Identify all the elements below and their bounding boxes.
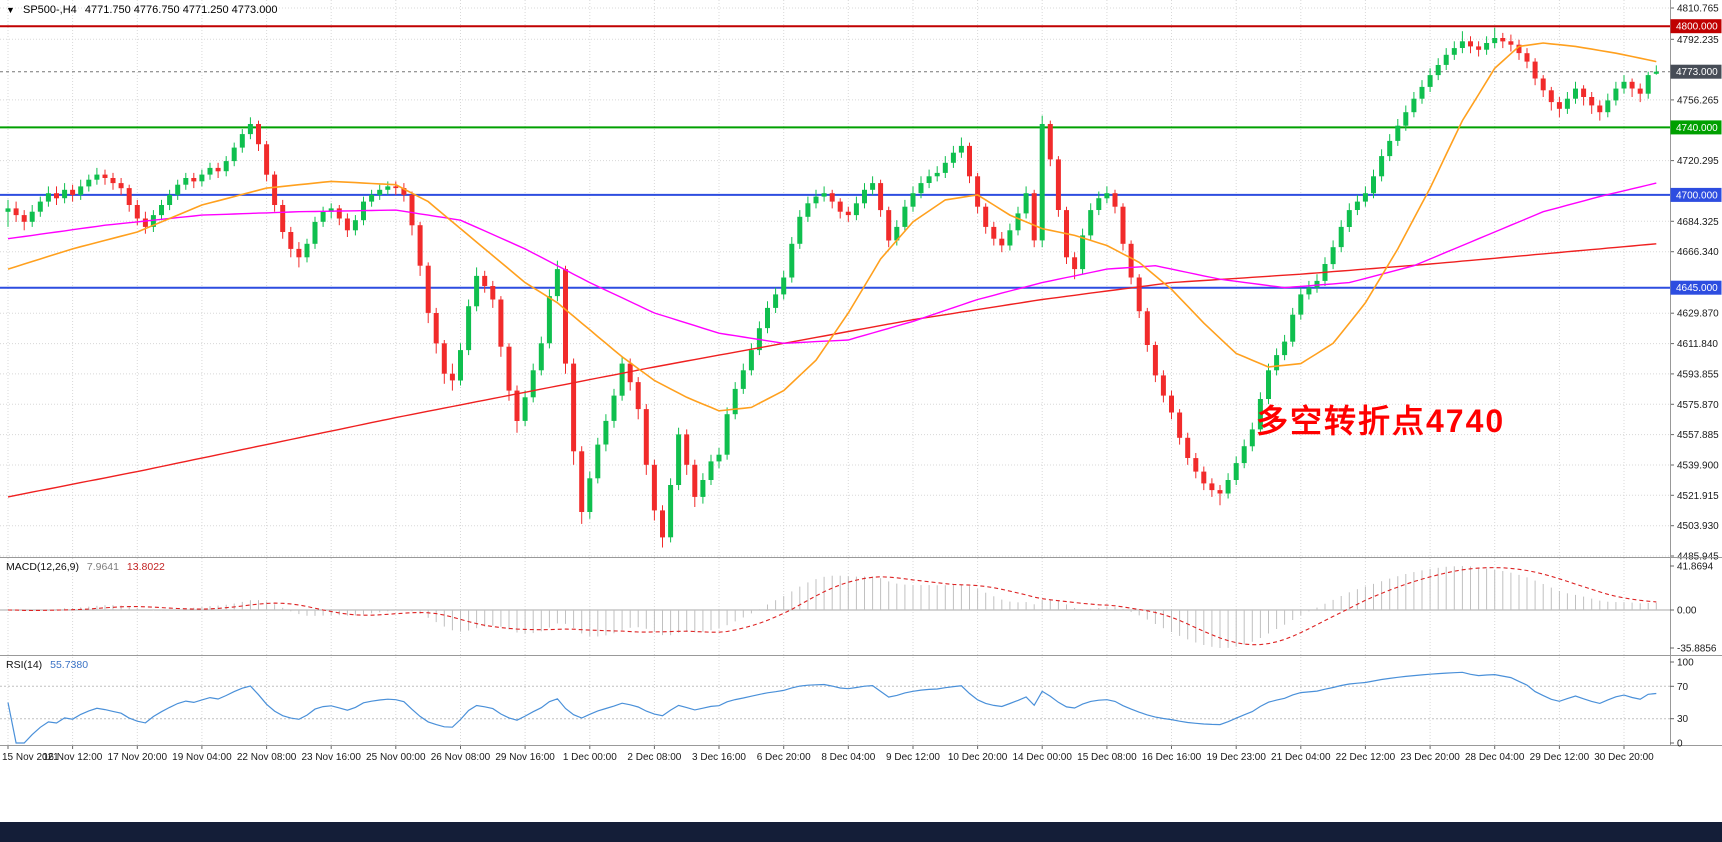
svg-text:4557.885: 4557.885: [1677, 430, 1719, 441]
macd-name: MACD(12,26,9): [6, 561, 79, 573]
svg-text:4611.840: 4611.840: [1677, 339, 1718, 350]
rsi-name: RSI(14): [6, 659, 43, 671]
svg-text:4756.265: 4756.265: [1677, 95, 1719, 106]
svg-text:41.8694: 41.8694: [1677, 562, 1714, 573]
svg-text:4645.000: 4645.000: [1676, 283, 1718, 294]
svg-text:23 Nov 16:00: 23 Nov 16:00: [301, 752, 361, 763]
svg-text:22 Nov 08:00: 22 Nov 08:00: [237, 752, 297, 763]
chart-title-overlay: ▼ SP500-,H4 4771.750 4776.750 4771.250 4…: [6, 4, 283, 16]
svg-text:4539.900: 4539.900: [1677, 461, 1719, 472]
svg-text:4503.930: 4503.930: [1677, 521, 1719, 532]
rsi-indicator-label: RSI(14) 55.7380: [6, 659, 93, 671]
rsi-value: 55.7380: [50, 659, 89, 671]
svg-text:4792.235: 4792.235: [1677, 35, 1719, 46]
symbol-timeframe-label: SP500-,H4: [22, 4, 77, 16]
candles-group: [5, 27, 1659, 548]
svg-text:4800.000: 4800.000: [1676, 22, 1718, 33]
macd-pane: 41.8694 0.00 -35.8856: [0, 562, 1717, 655]
svg-text:8 Dec 04:00: 8 Dec 04:00: [821, 752, 875, 763]
svg-text:30: 30: [1677, 714, 1689, 725]
svg-text:2 Dec 08:00: 2 Dec 08:00: [627, 752, 681, 763]
svg-text:4773.000: 4773.000: [1676, 67, 1718, 78]
ma-mid-magenta: [7, 182, 1657, 345]
svg-text:14 Dec 00:00: 14 Dec 00:00: [1012, 752, 1072, 763]
svg-text:-35.8856: -35.8856: [1677, 644, 1717, 655]
svg-text:70: 70: [1677, 682, 1689, 693]
svg-text:23 Dec 20:00: 23 Dec 20:00: [1400, 752, 1460, 763]
svg-text:25 Nov 00:00: 25 Nov 00:00: [366, 752, 426, 763]
symbol-marker-icon: ▼: [6, 5, 15, 15]
time-axis[interactable]: [0, 745, 1670, 766]
svg-text:19 Dec 23:00: 19 Dec 23:00: [1206, 752, 1266, 763]
svg-text:29 Dec 12:00: 29 Dec 12:00: [1530, 752, 1590, 763]
ohlc-readout: 4771.750 4776.750 4771.250 4773.000: [84, 4, 278, 16]
windows-taskbar[interactable]: [0, 822, 1722, 842]
svg-text:28 Dec 04:00: 28 Dec 04:00: [1465, 752, 1525, 763]
svg-text:100: 100: [1677, 658, 1694, 669]
svg-text:10 Dec 20:00: 10 Dec 20:00: [948, 752, 1008, 763]
svg-text:4593.855: 4593.855: [1677, 369, 1719, 380]
svg-text:19 Nov 04:00: 19 Nov 04:00: [172, 752, 232, 763]
svg-text:15 Dec 08:00: 15 Dec 08:00: [1077, 752, 1137, 763]
svg-text:22 Dec 12:00: 22 Dec 12:00: [1336, 752, 1396, 763]
svg-text:3 Dec 16:00: 3 Dec 16:00: [692, 752, 746, 763]
macd-signal-value: 13.8022: [126, 561, 165, 573]
price-badges: 4800.000 4740.000 4700.000 4645.000 4773.000: [1670, 19, 1722, 295]
macd-main-value: 7.9641: [86, 561, 119, 573]
svg-text:16 Nov 12:00: 16 Nov 12:00: [43, 752, 103, 763]
svg-text:4666.340: 4666.340: [1677, 247, 1719, 258]
rsi-line: [7, 671, 1657, 744]
svg-text:1 Dec 00:00: 1 Dec 00:00: [563, 752, 617, 763]
svg-text:4521.915: 4521.915: [1677, 491, 1719, 502]
svg-text:16 Dec 16:00: 16 Dec 16:00: [1142, 752, 1202, 763]
svg-text:26 Nov 08:00: 26 Nov 08:00: [431, 752, 491, 763]
macd-signal-line: [7, 567, 1657, 646]
svg-text:21 Dec 04:00: 21 Dec 04:00: [1271, 752, 1331, 763]
annotation-text: 多空转折点4740: [1256, 403, 1506, 439]
svg-text:30 Dec 20:00: 30 Dec 20:00: [1594, 752, 1654, 763]
svg-text:4684.325: 4684.325: [1677, 217, 1719, 228]
horizontal-level-lines[interactable]: [0, 25, 1670, 289]
price-grid: 4810.765 4792.235 4756.265 4720.295 4684.325…: [0, 4, 1719, 563]
svg-text:4700.000: 4700.000: [1676, 190, 1718, 201]
svg-text:9 Dec 12:00: 9 Dec 12:00: [886, 752, 940, 763]
svg-text:17 Nov 20:00: 17 Nov 20:00: [108, 752, 168, 763]
svg-text:4720.295: 4720.295: [1677, 156, 1719, 167]
svg-text:4629.870: 4629.870: [1677, 309, 1719, 320]
price-axis[interactable]: [1670, 0, 1722, 766]
svg-text:4810.765: 4810.765: [1677, 4, 1719, 15]
svg-text:4740.000: 4740.000: [1676, 123, 1718, 134]
svg-text:0: 0: [1677, 739, 1683, 750]
svg-text:29 Nov 16:00: 29 Nov 16:00: [495, 752, 555, 763]
svg-text:6 Dec 20:00: 6 Dec 20:00: [757, 752, 811, 763]
svg-text:0.00: 0.00: [1677, 606, 1697, 617]
moving-averages-group: [7, 42, 1657, 498]
svg-text:4575.870: 4575.870: [1677, 400, 1719, 411]
pane-separators: [0, 0, 1722, 746]
macd-indicator-label: MACD(12,26,9) 7.9641 13.8022: [6, 561, 170, 573]
ma-fast-orange: [7, 42, 1657, 412]
rsi-pane: 100 70 30 0: [0, 658, 1694, 750]
svg-text:15 Nov 2021: 15 Nov 2021: [2, 752, 59, 763]
ma-long-red: [7, 243, 1657, 498]
